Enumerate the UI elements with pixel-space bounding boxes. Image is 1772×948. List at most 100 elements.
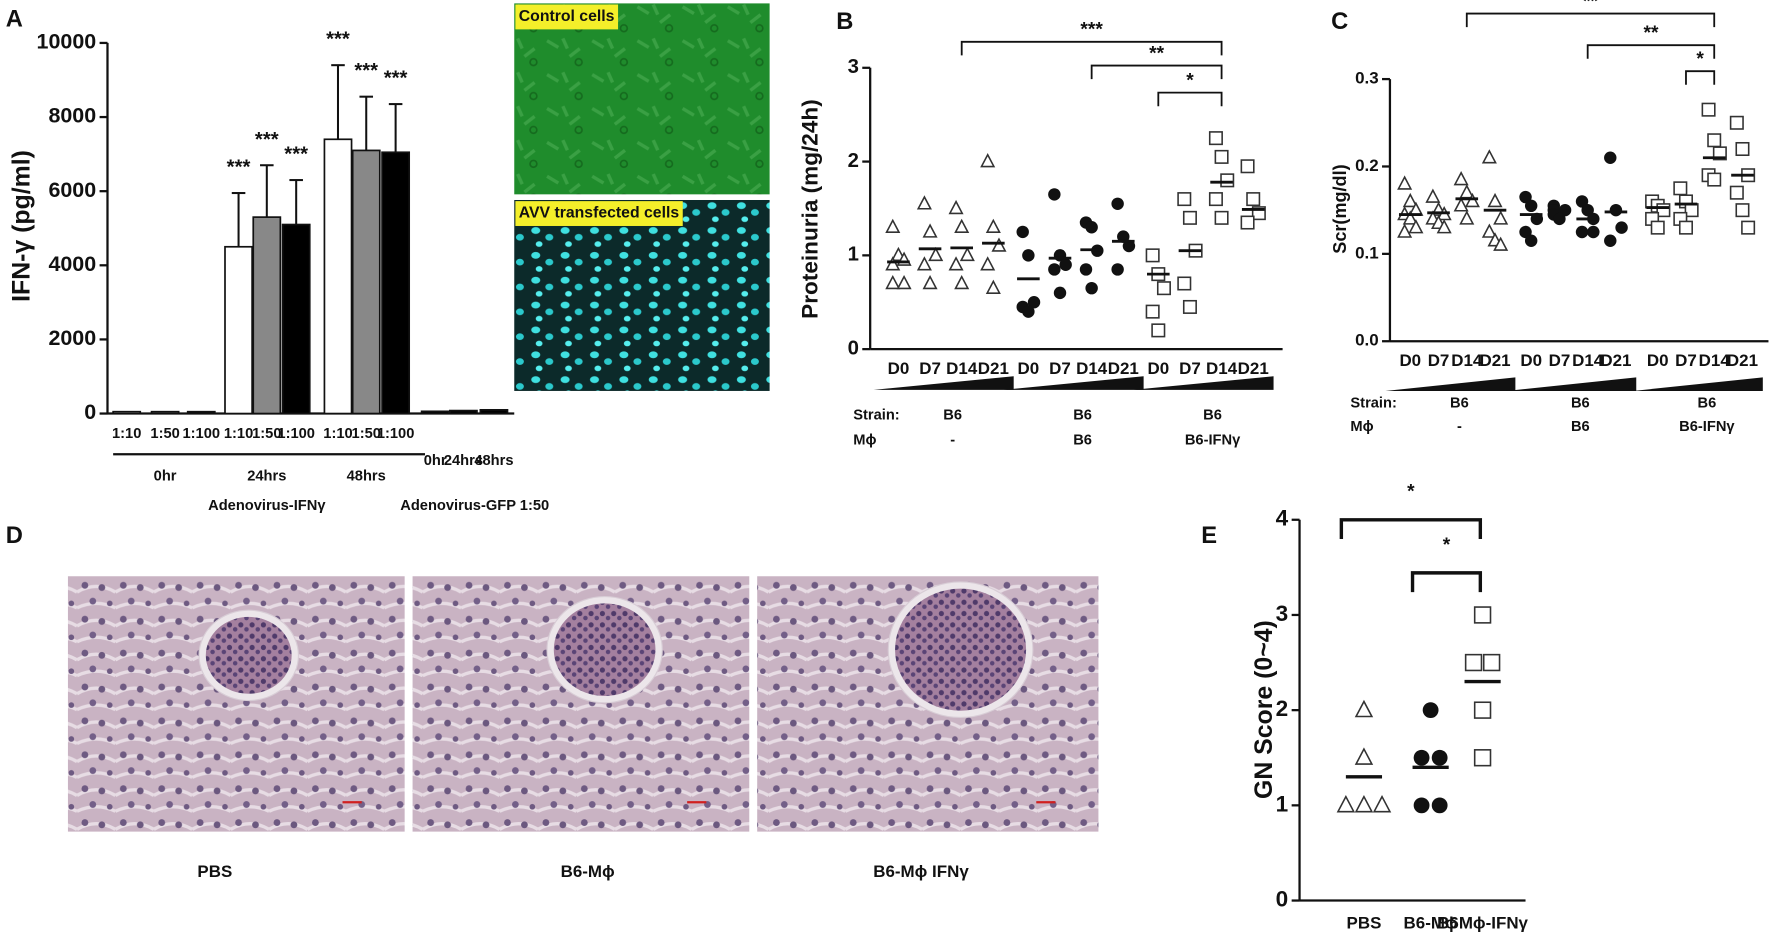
- point: [1413, 797, 1430, 814]
- strain-label: Strain:: [1350, 395, 1396, 411]
- point: [1240, 215, 1255, 230]
- ramp: [1003, 376, 1144, 390]
- significance: ***: [255, 129, 279, 151]
- x-tick-label: D14: [1076, 359, 1108, 378]
- y-tick-label: 3: [848, 56, 859, 78]
- panel-letter: B: [836, 9, 853, 35]
- y-axis-label: Scr(mg/dl): [1330, 164, 1350, 253]
- image-label: Control cells: [519, 8, 615, 25]
- panel-letter: E: [1201, 523, 1217, 549]
- x-tick-label: D0: [1147, 359, 1169, 378]
- bracket: [1090, 64, 1223, 80]
- y-axis-label: IFN-γ (pg/ml): [8, 150, 35, 302]
- point: [980, 256, 996, 271]
- point: [1735, 203, 1750, 218]
- x-tick-label: D7: [1549, 351, 1571, 370]
- point: [1022, 249, 1035, 262]
- significance: **: [1583, 0, 1598, 12]
- y-tick-label: 3: [1276, 601, 1289, 626]
- point: [885, 274, 901, 290]
- mphi: -: [950, 433, 955, 449]
- point: [991, 237, 1007, 252]
- strain: B6: [1698, 395, 1717, 411]
- point: [1208, 131, 1223, 146]
- point: [1464, 192, 1480, 208]
- x-tick-label: D14: [1572, 351, 1604, 370]
- point: [1111, 197, 1124, 210]
- bracket: [1410, 571, 1483, 593]
- group-label: 24hrs: [247, 469, 286, 485]
- x-tick-label: 48hrs: [474, 453, 513, 469]
- point: [1246, 192, 1261, 207]
- point: [916, 256, 932, 271]
- x-tick-label: D14: [1699, 351, 1731, 370]
- strain: B6: [1571, 395, 1590, 411]
- point: [1604, 151, 1617, 164]
- point: [1177, 276, 1192, 291]
- point: [1487, 192, 1503, 208]
- y-tick-label: 0: [84, 400, 96, 424]
- panel-letter: C: [1331, 9, 1348, 35]
- point: [928, 246, 944, 262]
- significance: ***: [354, 60, 378, 82]
- point: [954, 274, 970, 290]
- ramp: [1506, 377, 1637, 391]
- point: [1145, 248, 1160, 263]
- point: [1053, 286, 1067, 300]
- group-title: Adenovirus-GFP 1:50: [400, 498, 549, 514]
- point: [1473, 701, 1492, 719]
- point: [1436, 219, 1452, 234]
- ramp: [1385, 377, 1516, 391]
- image-label: AVV transfected cells: [519, 205, 680, 222]
- y-tick-label: 4: [1276, 506, 1289, 531]
- strain: B6: [943, 408, 962, 424]
- y-tick-label: 2: [1276, 696, 1289, 721]
- bar: [381, 151, 411, 415]
- ramp: [873, 376, 1014, 390]
- x-tick-label: D0: [1520, 351, 1542, 370]
- point: [1059, 258, 1072, 271]
- point: [1650, 220, 1665, 235]
- point: [1524, 234, 1538, 247]
- point: [1117, 230, 1130, 243]
- point: [1397, 223, 1413, 238]
- point: [1493, 210, 1509, 225]
- x-tick-label: D21: [1108, 359, 1139, 378]
- mphi: B6: [1571, 419, 1590, 435]
- point: [1473, 606, 1492, 624]
- x-tick-label: D14: [1206, 359, 1238, 378]
- significance: ***: [326, 29, 350, 51]
- y-tick-label: 0: [1276, 887, 1289, 912]
- micrograph: [514, 3, 770, 195]
- point: [1453, 197, 1469, 212]
- point: [1673, 181, 1688, 196]
- bracket: [1685, 70, 1716, 85]
- ramp: [1632, 377, 1763, 391]
- point: [916, 195, 932, 210]
- significance: **: [1643, 23, 1658, 44]
- glomerulus: [553, 603, 656, 697]
- image-label: B6-Mϕ: [561, 862, 615, 881]
- x-tick-label: D21: [1479, 351, 1510, 370]
- bracket: [1157, 91, 1223, 107]
- bracket: [1339, 518, 1483, 539]
- y-tick-label: 8000: [48, 104, 96, 128]
- point: [948, 199, 964, 215]
- mphi: B6-IFNγ: [1679, 419, 1735, 435]
- y-tick-label: 0.3: [1355, 69, 1379, 88]
- y-tick-label: 10000: [37, 30, 97, 54]
- point: [1493, 236, 1509, 251]
- point: [1111, 263, 1124, 276]
- x-tick-label: 1:10: [112, 426, 141, 442]
- x-tick-label: B6Mϕ-IFNγ: [1437, 914, 1528, 933]
- image-label: B6-Mϕ IFNγ: [873, 862, 969, 881]
- point: [922, 223, 938, 238]
- significance: ***: [284, 144, 308, 166]
- point: [1575, 225, 1589, 239]
- point: [985, 218, 1001, 233]
- bar: [150, 410, 180, 415]
- y-tick-label: 2000: [48, 326, 96, 350]
- x-tick-label: D0: [1018, 359, 1040, 378]
- point: [1678, 220, 1693, 235]
- point: [1729, 115, 1744, 130]
